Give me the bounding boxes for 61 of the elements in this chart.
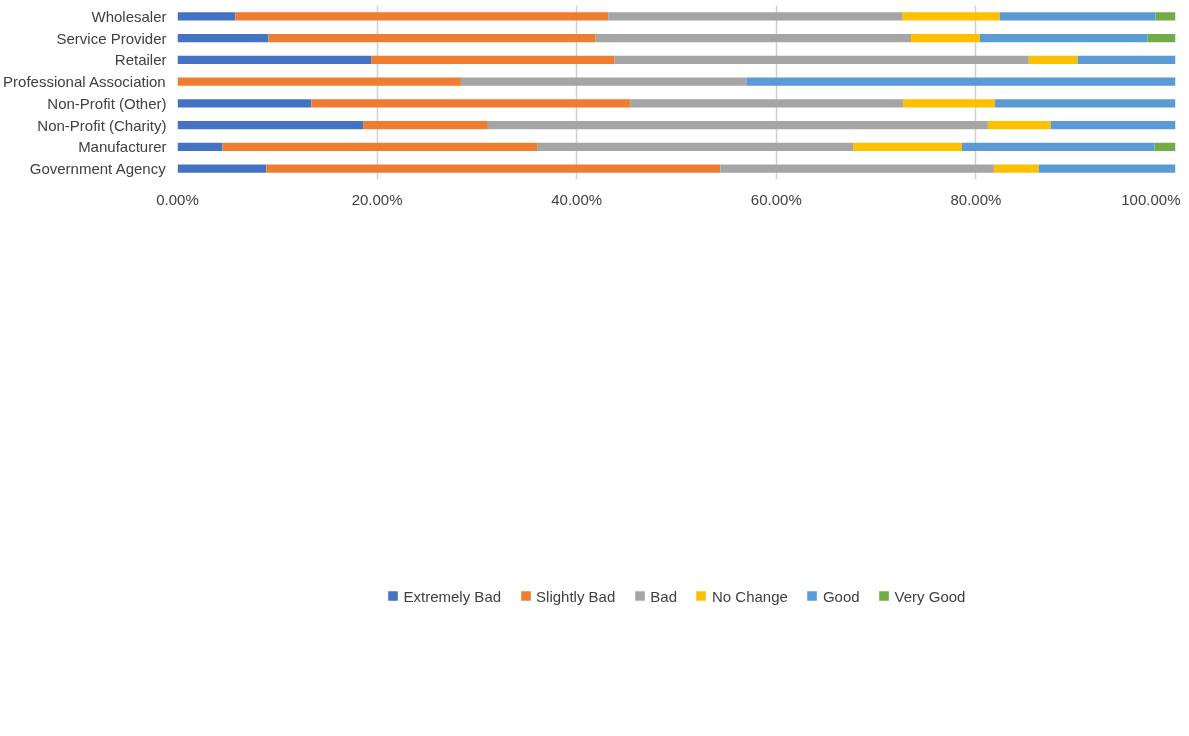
bar xyxy=(177,12,236,21)
bar xyxy=(266,164,721,173)
bar xyxy=(222,142,538,152)
bar xyxy=(487,120,988,130)
x-tick-label: 40.00% xyxy=(551,190,603,208)
bar xyxy=(311,99,631,108)
bar xyxy=(630,99,904,108)
y-tick-label: Wholesaler xyxy=(91,7,167,25)
bar xyxy=(902,12,1000,21)
bar xyxy=(994,99,1176,108)
bar xyxy=(177,142,223,152)
legend-label: Good xyxy=(822,587,860,605)
bar xyxy=(720,164,994,173)
bar xyxy=(1147,33,1176,43)
bar xyxy=(1155,12,1176,21)
bar xyxy=(614,55,1029,65)
bar xyxy=(979,33,1148,43)
bar xyxy=(177,164,267,173)
y-tick-label: Retailer xyxy=(114,51,167,69)
x-tick-label: 60.00% xyxy=(750,190,802,208)
bar xyxy=(177,33,269,43)
bar xyxy=(1028,55,1078,65)
bar xyxy=(608,12,903,21)
bar xyxy=(268,33,596,43)
y-tick-label: Professional Association xyxy=(3,73,166,91)
bar xyxy=(987,120,1051,130)
y-tick-label: Non-Profit (Other) xyxy=(47,94,167,112)
bar xyxy=(177,120,364,130)
bar xyxy=(371,55,615,65)
legend-label: Bad xyxy=(650,587,677,605)
x-tick-label: 80.00% xyxy=(950,190,1002,208)
bar xyxy=(903,99,995,108)
bar xyxy=(595,33,912,43)
bar xyxy=(1050,120,1176,130)
bar xyxy=(177,55,372,65)
bar xyxy=(911,33,980,43)
y-tick-label: Manufacturer xyxy=(78,138,167,156)
bar xyxy=(177,99,312,108)
y-tick-label: Non-Profit (Charity) xyxy=(37,116,167,134)
y-tick-label: Government Agency xyxy=(29,160,167,178)
bar xyxy=(999,12,1156,21)
bar xyxy=(177,77,461,86)
bar xyxy=(460,77,747,86)
y-tick-label: Service Provider xyxy=(56,29,167,47)
x-tick-label: 0.00% xyxy=(156,190,199,208)
legend-label: No Change xyxy=(711,587,788,605)
bar xyxy=(363,120,488,130)
x-tick-label: 100.00% xyxy=(1121,190,1181,208)
bar xyxy=(235,12,609,21)
bar xyxy=(993,164,1039,173)
bar xyxy=(961,142,1155,152)
legend-label: Very Good xyxy=(894,587,966,605)
bar xyxy=(1154,142,1176,152)
bar xyxy=(746,77,1176,86)
x-tick-label: 20.00% xyxy=(351,190,403,208)
bar xyxy=(1038,164,1176,173)
bar xyxy=(537,142,854,152)
legend-label: Slightly Bad xyxy=(536,587,616,605)
bar xyxy=(1077,55,1176,65)
legend-label: Extremely Bad xyxy=(403,587,502,605)
bar xyxy=(853,142,962,152)
